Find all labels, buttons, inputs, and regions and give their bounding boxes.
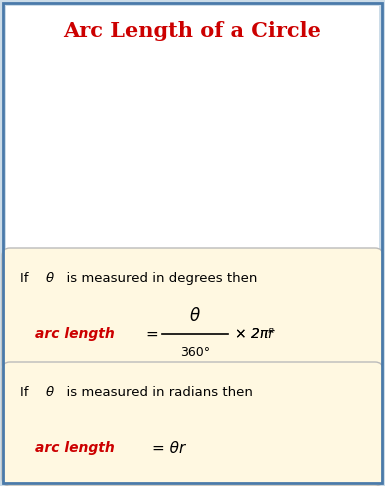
Text: If: If	[20, 272, 37, 284]
Text: 360°: 360°	[180, 346, 210, 359]
Text: θ: θ	[46, 272, 54, 284]
Text: If: If	[20, 385, 37, 399]
Text: × 2πᴿ: × 2πᴿ	[235, 327, 275, 341]
Text: θ: θ	[190, 307, 200, 325]
Text: θ: θ	[46, 385, 54, 399]
Text: =: =	[146, 327, 158, 342]
FancyBboxPatch shape	[2, 248, 383, 372]
Text: = θr: = θr	[152, 440, 185, 455]
Text: Arc Length of a Circle: Arc Length of a Circle	[64, 21, 321, 41]
FancyBboxPatch shape	[2, 362, 383, 486]
Text: × 2πr: × 2πr	[235, 327, 274, 341]
FancyBboxPatch shape	[6, 6, 379, 251]
Text: arc length: arc length	[35, 327, 115, 341]
Text: arc length: arc length	[35, 441, 115, 455]
Text: is measured in radians then: is measured in radians then	[58, 385, 253, 399]
Text: is measured in degrees then: is measured in degrees then	[58, 272, 258, 284]
